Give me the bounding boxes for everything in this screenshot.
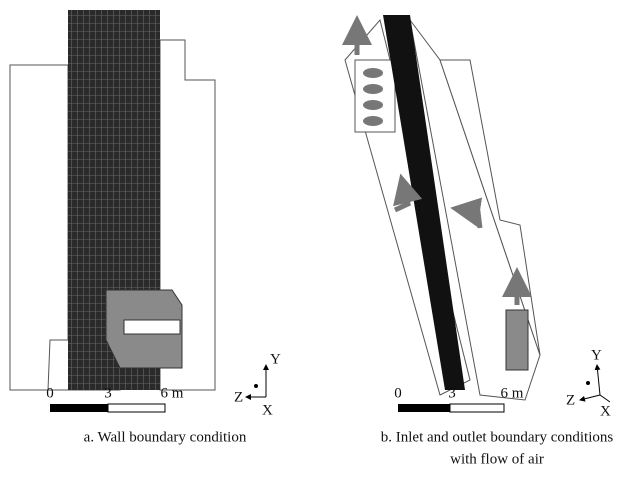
caption: b. Inlet and outlet boundary conditions — [381, 429, 614, 445]
axis-label: Z — [234, 389, 243, 405]
axis-triad-b: Y Z X — [566, 347, 611, 419]
openings — [124, 320, 180, 334]
axis-dot — [254, 384, 258, 388]
scale-label: 6 m — [501, 385, 524, 401]
caption: a. Wall boundary condition — [84, 429, 247, 445]
axis-label: X — [262, 402, 273, 418]
axis-label: Y — [591, 347, 602, 363]
scale-label: 3 — [448, 385, 456, 401]
panel-a-model — [10, 10, 215, 390]
scale-white — [450, 404, 504, 412]
axis-arrow — [597, 365, 600, 395]
axis-arrow — [580, 395, 600, 400]
panel-b-model — [345, 15, 540, 400]
outlet — [363, 116, 383, 126]
scale-label: 6 m — [161, 385, 184, 401]
axis-dot — [586, 381, 590, 385]
scale-label: 3 — [104, 385, 112, 401]
scale-black — [398, 404, 450, 412]
outlet — [363, 84, 383, 94]
scale-black — [50, 404, 108, 412]
outlet — [363, 100, 383, 110]
axis-arrow — [600, 395, 610, 402]
inlet — [506, 310, 528, 370]
axis-label: Z — [566, 392, 575, 408]
figure: 0 3 6 m Y Z X a. Wall boundary condition… — [0, 0, 644, 482]
axis-triad-a: Y Z X — [234, 351, 281, 418]
caption: with flow of air — [450, 451, 544, 467]
axis-label: X — [600, 403, 611, 419]
outlet — [363, 68, 383, 78]
axis-label: Y — [270, 351, 281, 367]
scale-label: 0 — [394, 385, 402, 401]
scale-white — [108, 404, 165, 412]
scale-label: 0 — [46, 385, 54, 401]
